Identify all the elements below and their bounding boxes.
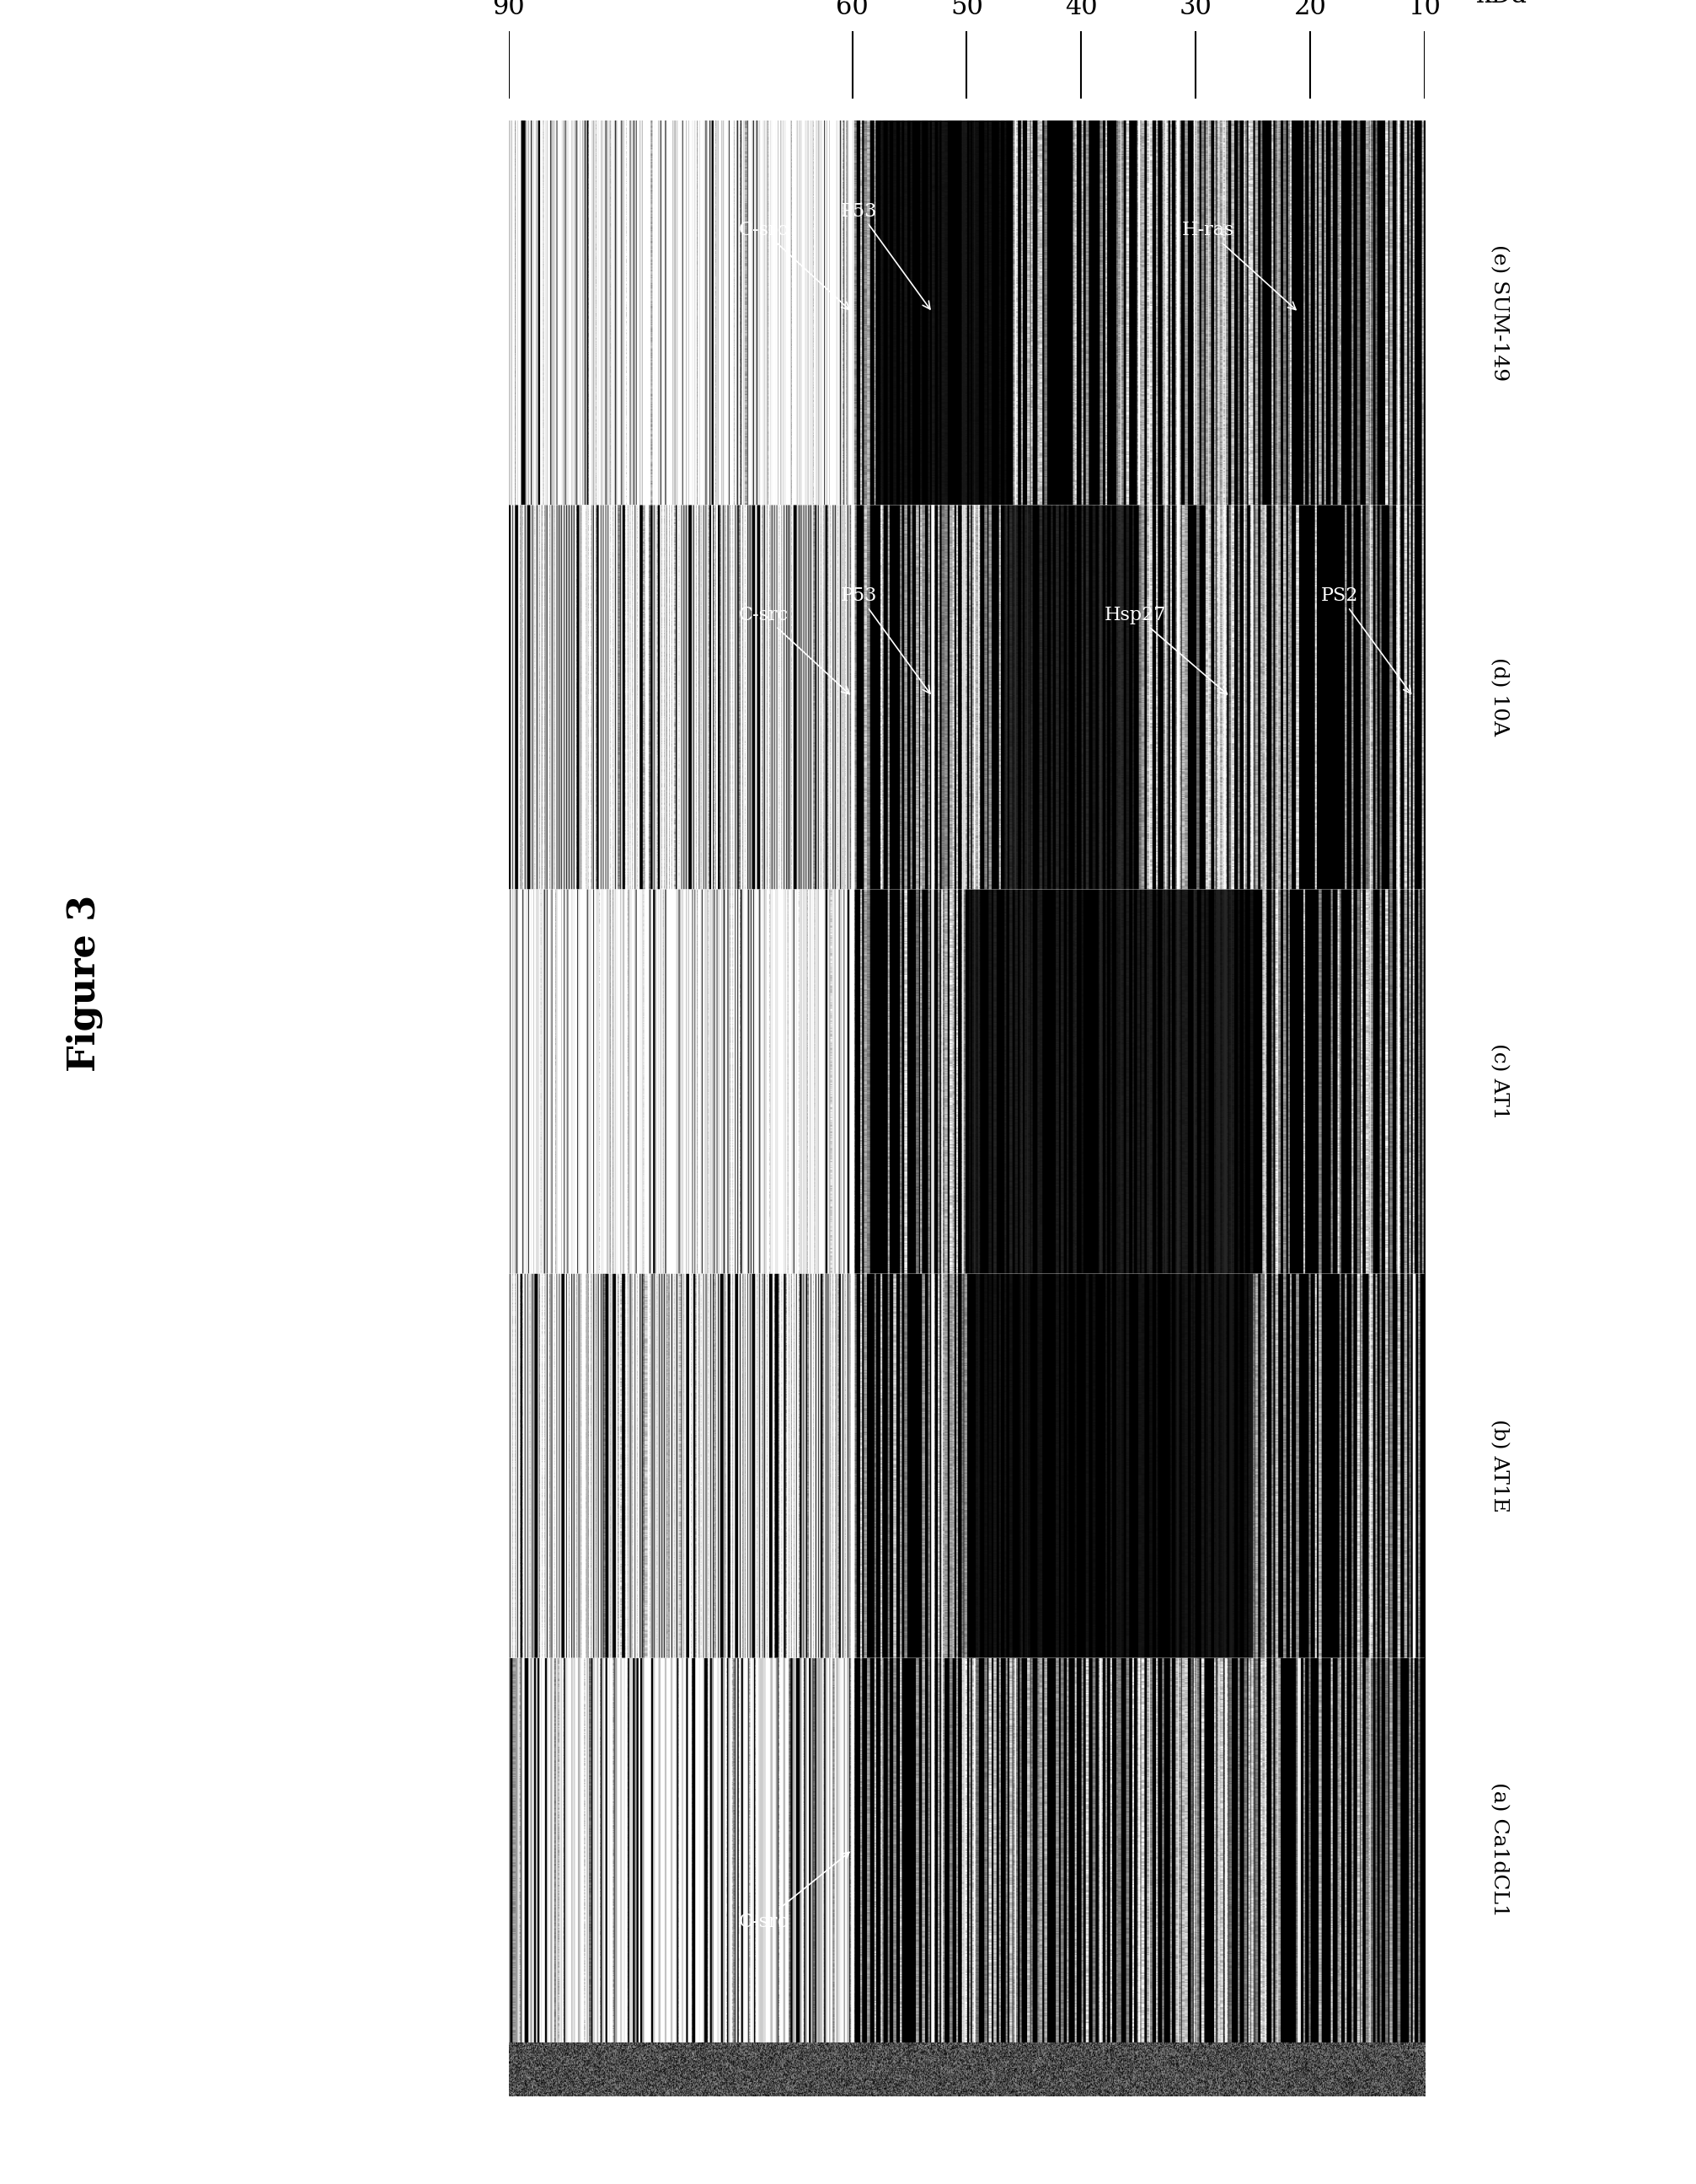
Text: PS2: PS2 [1321, 585, 1411, 695]
Text: C-src: C-src [738, 221, 850, 310]
Text: (c) AT1: (c) AT1 [1489, 1044, 1508, 1118]
Text: C-src: C-src [738, 605, 850, 695]
Text: 90: 90 [492, 0, 526, 20]
Text: (d) 10A: (d) 10A [1489, 657, 1508, 736]
Text: 20: 20 [1294, 0, 1326, 20]
Text: H-ras: H-ras [1182, 221, 1296, 310]
Text: (a) Ca1dCL1: (a) Ca1dCL1 [1489, 1782, 1508, 1918]
Text: kDa: kDa [1476, 0, 1526, 9]
Text: Figure 3: Figure 3 [66, 893, 103, 1072]
Text: P53: P53 [841, 201, 929, 310]
Text: P53: P53 [841, 585, 929, 695]
Text: 60: 60 [836, 0, 868, 20]
Text: 50: 50 [950, 0, 984, 20]
Text: 10: 10 [1408, 0, 1442, 20]
Text: C-src: C-src [738, 1852, 850, 1931]
Text: (b) AT1E: (b) AT1E [1489, 1420, 1508, 1511]
Text: 30: 30 [1179, 0, 1213, 20]
Text: 40: 40 [1065, 0, 1097, 20]
Text: Hsp27: Hsp27 [1104, 605, 1228, 695]
Text: (e) SUM-149: (e) SUM-149 [1489, 245, 1508, 380]
